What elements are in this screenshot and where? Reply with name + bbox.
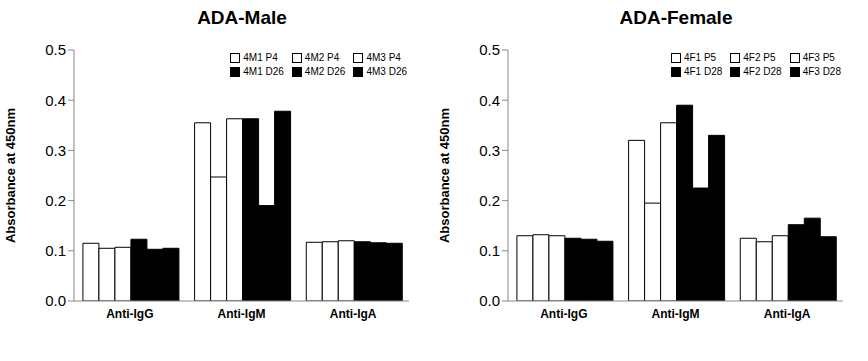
svg-text:Anti-IgG: Anti-IgG bbox=[106, 307, 153, 321]
html-text:4M2 P4: 4M2 P4 bbox=[304, 52, 340, 63]
svg-text:0.2: 0.2 bbox=[479, 192, 500, 209]
html-text:4F1 P5: 4F1 P5 bbox=[683, 52, 717, 63]
svg-text:0.1: 0.1 bbox=[45, 242, 66, 259]
html-text:4F2 D28: 4F2 D28 bbox=[743, 66, 782, 77]
svg-text:Anti-IgA: Anti-IgA bbox=[764, 307, 811, 321]
html-text:ADA-Female: ADA-Female bbox=[619, 7, 733, 28]
html-text:4M2 D26: 4M2 D26 bbox=[304, 66, 346, 77]
svg-text:0.5: 0.5 bbox=[45, 41, 66, 58]
svg-text:0.1: 0.1 bbox=[479, 242, 500, 259]
svg-text:Anti-IgA: Anti-IgA bbox=[330, 307, 377, 321]
svg-text:Anti-IgG: Anti-IgG bbox=[540, 307, 587, 321]
html-text:4F2 P5: 4F2 P5 bbox=[743, 52, 776, 63]
svg-text:0.3: 0.3 bbox=[479, 142, 500, 159]
html-text:4F1 D28: 4F1 D28 bbox=[683, 66, 723, 77]
svg-text:0.4: 0.4 bbox=[479, 92, 500, 109]
html-text:4M3 P4: 4M3 P4 bbox=[366, 52, 401, 63]
svg-text:0.0: 0.0 bbox=[479, 292, 500, 309]
html-text:4F3 D28: 4F3 D28 bbox=[802, 66, 841, 77]
html-text:4F3 P5: 4F3 P5 bbox=[802, 52, 835, 63]
svg-text:Anti-IgM: Anti-IgM bbox=[652, 307, 700, 321]
html-text:4M1 D26: 4M1 D26 bbox=[243, 66, 284, 77]
svg-text:0.5: 0.5 bbox=[479, 41, 500, 58]
html-text:4M3 D26: 4M3 D26 bbox=[366, 66, 407, 77]
svg-text:0.3: 0.3 bbox=[45, 142, 66, 159]
html-text:4M1 P4: 4M1 P4 bbox=[243, 52, 278, 63]
html-text:ADA-Male: ADA-Male bbox=[197, 7, 287, 28]
svg-text:0.2: 0.2 bbox=[45, 192, 66, 209]
svg-text:0.4: 0.4 bbox=[45, 92, 66, 109]
svg-text:Absorbance at 450nm: Absorbance at 450nm bbox=[8, 108, 18, 243]
svg-text:Anti-IgM: Anti-IgM bbox=[218, 307, 266, 321]
svg-text:0.0: 0.0 bbox=[45, 292, 66, 309]
svg-text:Absorbance at 450nm: Absorbance at 450nm bbox=[437, 108, 452, 243]
